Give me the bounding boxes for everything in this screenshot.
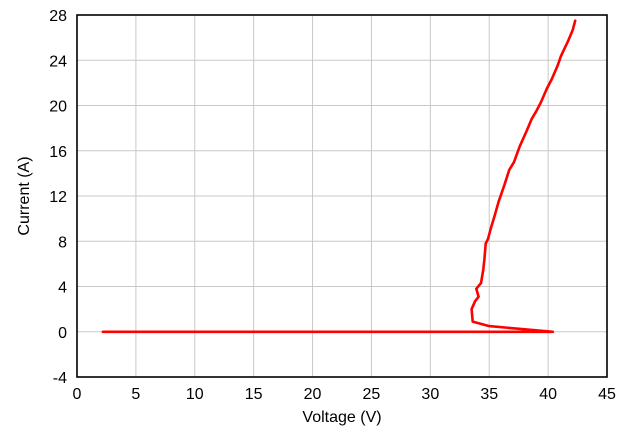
y-axis-tick-labels: -4 0 4 8 12 16 20 24 28 bbox=[49, 8, 67, 387]
grid-lines bbox=[76, 14, 608, 378]
series-layer bbox=[101, 19, 577, 334]
x-axis-tick-labels: 0 5 10 15 20 25 30 35 40 45 bbox=[73, 386, 616, 403]
y-axis-title: Current (A) bbox=[16, 156, 33, 235]
x-tick-label: 10 bbox=[186, 386, 204, 403]
x-tick-label: 0 bbox=[73, 386, 82, 403]
y-tick-label: 12 bbox=[49, 189, 67, 206]
plot-area-frame bbox=[76, 14, 608, 378]
x-tick-label: 30 bbox=[421, 386, 439, 403]
y-tick-label: 16 bbox=[49, 144, 67, 161]
y-tick-label: 4 bbox=[58, 280, 67, 297]
iv-curve-line bbox=[101, 19, 577, 334]
x-tick-label: 25 bbox=[363, 386, 381, 403]
y-tick-label: 8 bbox=[58, 234, 67, 251]
x-tick-label: 40 bbox=[539, 386, 557, 403]
x-tick-label: 5 bbox=[131, 386, 140, 403]
x-tick-label: 20 bbox=[304, 386, 322, 403]
y-tick-label: 0 bbox=[58, 325, 67, 342]
y-tick-label: 28 bbox=[49, 8, 67, 25]
x-tick-label: 15 bbox=[245, 386, 263, 403]
x-axis-title: Voltage (V) bbox=[302, 409, 381, 426]
x-tick-label: 45 bbox=[598, 386, 616, 403]
y-tick-label: 24 bbox=[49, 53, 67, 70]
x-tick-label: 35 bbox=[480, 386, 498, 403]
y-tick-label: 20 bbox=[49, 99, 67, 116]
y-tick-label: -4 bbox=[53, 370, 67, 387]
